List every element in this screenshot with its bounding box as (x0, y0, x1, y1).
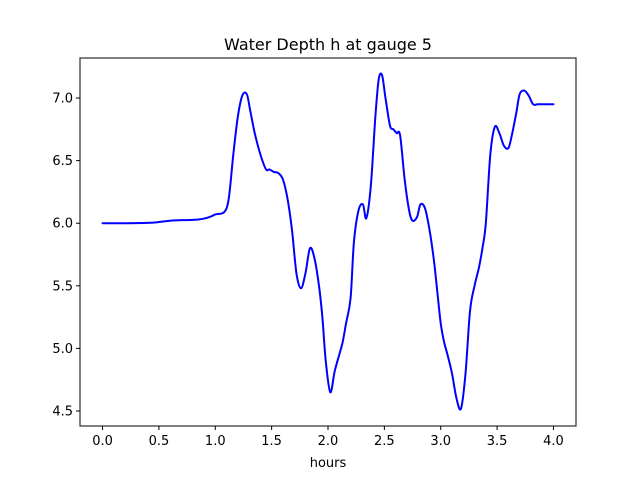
x-tick-label: 3.0 (430, 434, 451, 449)
chart-title: Water Depth h at gauge 5 (224, 35, 432, 54)
x-tick-label: 2.5 (374, 434, 395, 449)
y-axis-ticks: 4.5 5.0 5.5 6.0 6.5 7.0 (52, 92, 80, 419)
y-tick-label: 5.0 (52, 342, 73, 357)
x-tick-label: 3.5 (487, 434, 508, 449)
y-tick-label: 6.5 (52, 154, 73, 169)
x-axis-label: hours (310, 456, 347, 471)
y-tick-label: 4.5 (52, 404, 73, 419)
y-tick-label: 6.0 (52, 217, 73, 232)
x-tick-label: 0.5 (149, 434, 170, 449)
y-tick-label: 5.5 (52, 279, 73, 294)
x-axis-ticks: 0.0 0.5 1.0 1.5 2.0 2.5 3.0 3.5 4.0 (92, 426, 564, 449)
x-tick-label: 4.0 (543, 434, 564, 449)
x-tick-label: 0.0 (92, 434, 113, 449)
series-line-water-depth (101, 72, 555, 411)
x-tick-label: 2.0 (318, 434, 339, 449)
x-tick-label: 1.0 (205, 434, 226, 449)
y-tick-label: 7.0 (52, 92, 73, 107)
x-tick-label: 1.5 (261, 434, 282, 449)
plot-area-frame (79, 57, 577, 427)
